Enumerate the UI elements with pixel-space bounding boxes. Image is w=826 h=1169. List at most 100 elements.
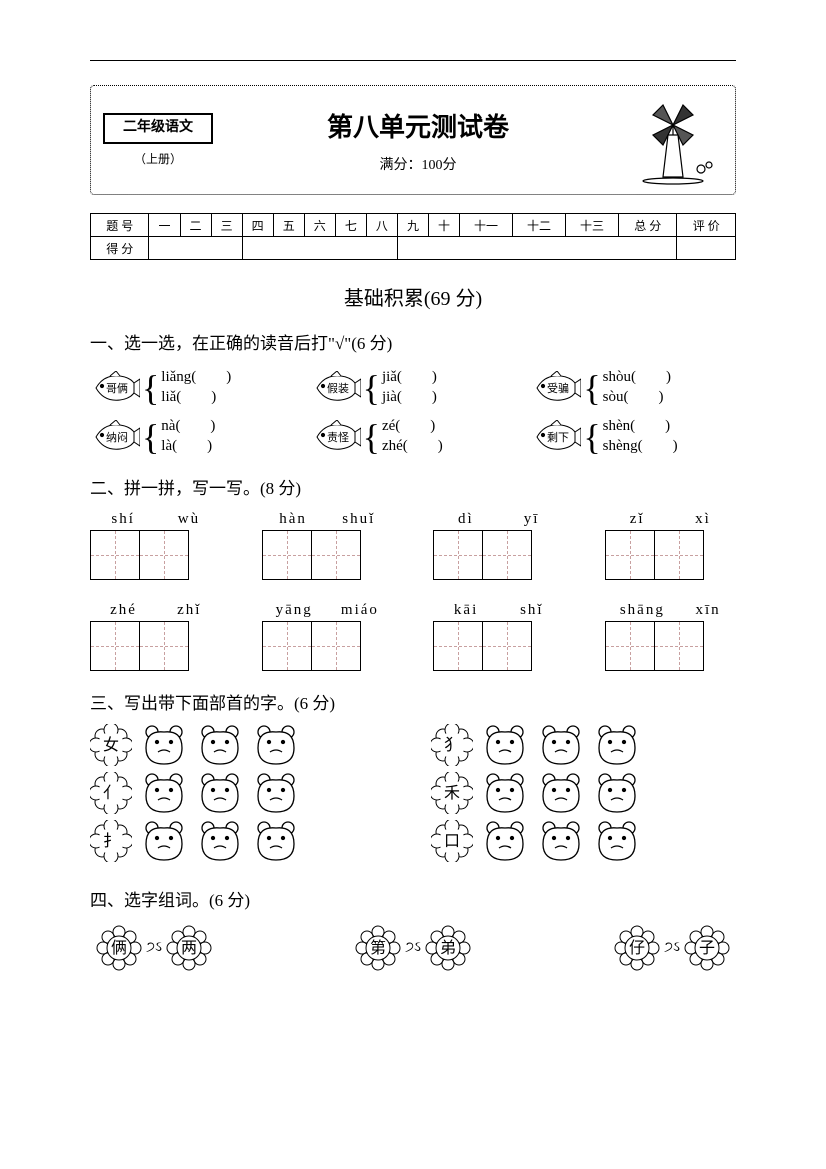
pinyin-option[interactable]: nà( ) [161,417,215,437]
grade-wrap: 二年级语文 （上册） [103,113,213,166]
svg-text:两: 两 [181,940,197,957]
pinyin-choice[interactable]: { nà( ) là( ) [142,417,215,456]
svg-text:子: 子 [699,939,715,957]
tianzige[interactable] [433,530,565,580]
swirl-icon: ੭ઽ [664,940,680,956]
col-8: 八 [366,214,397,237]
bear-blanks[interactable] [140,724,300,766]
score-cell[interactable] [677,237,736,260]
q3-row: 女 [90,724,395,766]
tianzige[interactable] [262,530,394,580]
q2-item: yāng miáo [262,602,394,671]
q3-col-left: 女 [90,724,395,868]
svg-text:俩: 俩 [111,939,127,957]
col-4: 四 [242,214,273,237]
pinyin-option[interactable]: shòu( ) [603,368,671,388]
volume-label: （上册） [103,150,213,167]
col-5: 五 [273,214,304,237]
q3-row: 口 [431,820,736,862]
svg-text:禾: 禾 [444,784,460,802]
q4-pair: 俩 ੭ઽ 两 [96,925,212,971]
pinyin-option[interactable]: liǎng( ) [161,368,231,388]
radical-cloud: 禾 [431,772,473,814]
svg-text:假装: 假装 [327,381,349,395]
score-cell[interactable] [149,237,242,260]
flower-char: 子 [684,925,730,971]
q1-item: 责怪 { zé( ) zhé( ) [311,417,516,456]
flower-char: 两 [166,925,212,971]
bear-blanks[interactable] [481,772,641,814]
page-title: 第八单元测试卷 [213,107,623,144]
col-7: 七 [335,214,366,237]
tianzige[interactable] [605,530,737,580]
pinyin-choice[interactable]: { shèn( ) shèng( ) [583,417,677,456]
svg-text:纳闷: 纳闷 [106,430,128,444]
radical-cloud: 犭 [431,724,473,766]
pinyin-option[interactable]: zhé( ) [382,437,443,457]
pinyin-choice[interactable]: { zé( ) zhé( ) [363,417,443,456]
svg-text:口: 口 [444,833,460,850]
svg-text:犭: 犭 [444,736,460,754]
tianzige[interactable] [90,530,222,580]
q2-item: hàn shuǐ [262,511,394,580]
pinyin-choice[interactable]: { jiǎ( ) jià( ) [363,368,437,407]
pinyin-choice[interactable]: { liǎng( ) liǎ( ) [142,368,231,407]
score-cell[interactable] [242,237,397,260]
q2-item: shí wù [90,511,222,580]
pinyin-option[interactable]: shèn( ) [603,417,678,437]
radical-cloud: 亻 [90,772,132,814]
bear-blanks[interactable] [481,820,641,862]
q1-item: 受骗 { shòu( ) sòu( ) [531,368,736,407]
tianzige[interactable] [605,621,737,671]
score-value-row: 得 分 [91,237,736,260]
svg-text:受骗: 受骗 [547,381,569,395]
bear-blanks[interactable] [140,772,300,814]
pinyin-option[interactable]: jià( ) [382,388,437,408]
tianzige[interactable] [433,621,565,671]
score-header-row: 题 号 一 二 三 四 五 六 七 八 九 十 十一 十二 十三 总 分 评 价 [91,214,736,237]
bear-blanks[interactable] [140,820,300,862]
q2-item: shāng xīn [605,602,737,671]
q2-item: dì yī [433,511,565,580]
radical-cloud: 女 [90,724,132,766]
svg-text:扌: 扌 [103,832,119,850]
pinyin-choice[interactable]: { shòu( ) sòu( ) [583,368,671,407]
pinyin-option[interactable]: shèng( ) [603,437,678,457]
tianzige[interactable] [90,621,222,671]
pinyin-option[interactable]: jiǎ( ) [382,368,437,388]
pinyin-option[interactable]: zé( ) [382,417,443,437]
q1-item: 剩下 { shèn( ) shèng( ) [531,417,736,456]
windmill-icon [623,95,723,185]
q4-title: 四、选字组词。(6 分) [90,886,736,911]
col-1: 一 [149,214,180,237]
score-cell[interactable] [397,237,676,260]
section-title: 基础积累(69 分) [90,282,736,311]
pinyin-option[interactable]: liǎ( ) [161,388,231,408]
col-6: 六 [304,214,335,237]
svg-text:责怪: 责怪 [327,430,349,444]
q4-pair: 第 ੭ઽ 弟 [355,925,471,971]
q3-col-right: 犭 [431,724,736,868]
q2-item: zǐ xì [605,511,737,580]
full-score: 满分：100分 [213,154,623,174]
q3-rows: 女 [90,724,736,868]
q2-item: kāi shǐ [433,602,565,671]
pinyin-label: yāng miáo [262,602,394,619]
q1-grid: 哥俩 { liǎng( ) liǎ( ) 假装 { jiǎ( ) [90,368,736,456]
q1-item: 假装 { jiǎ( ) jià( ) [311,368,516,407]
tianzige[interactable] [262,621,394,671]
grade-label: 二年级语文 [103,113,213,143]
q1-item: 纳闷 { nà( ) là( ) [90,417,295,456]
col-9: 九 [397,214,428,237]
pinyin-option[interactable]: là( ) [161,437,215,457]
pinyin-option[interactable]: sòu( ) [603,388,671,408]
col-label: 题 号 [91,214,149,237]
worksheet-page: 二年级语文 （上册） 第八单元测试卷 满分：100分 题 号 一 [0,0,826,1169]
q3-row: 亻 [90,772,395,814]
flower-char: 仔 [614,925,660,971]
svg-text:女: 女 [103,735,119,754]
bear-blanks[interactable] [481,724,641,766]
col-2: 二 [180,214,211,237]
q4-row: 俩 ੭ઽ 两 第 ੭ઽ [90,925,736,971]
col-total: 总 分 [618,214,676,237]
